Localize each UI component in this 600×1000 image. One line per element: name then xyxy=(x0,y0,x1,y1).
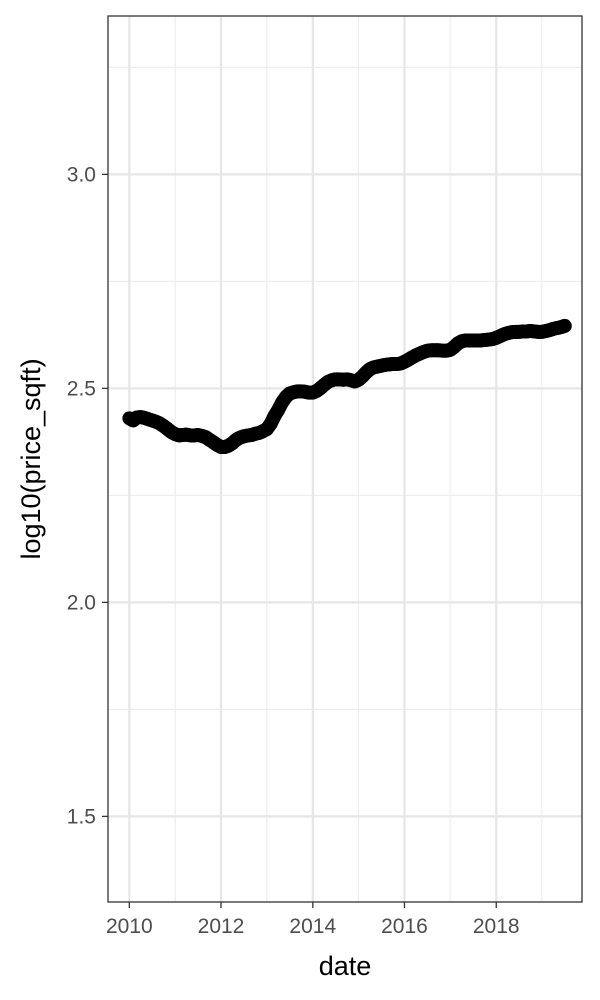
x-tick-label: 2010 xyxy=(106,915,153,938)
y-tick-label: 2.5 xyxy=(67,377,96,400)
y-tick-label: 3.0 xyxy=(67,163,96,186)
data-point xyxy=(557,318,572,333)
major-gridlines-y xyxy=(108,173,582,818)
y-axis-ticks: 1.5 2.0 2.5 3.0 xyxy=(67,163,108,828)
x-axis-ticks: 2010 2012 2014 2016 2018 xyxy=(106,902,520,938)
y-tick-label: 2.0 xyxy=(67,591,96,614)
minor-gridlines-x xyxy=(174,16,543,902)
x-axis-title: date xyxy=(319,951,372,981)
x-tick-label: 2016 xyxy=(381,915,428,938)
minor-gridlines-y xyxy=(108,66,582,710)
data-points xyxy=(122,318,572,455)
x-tick-label: 2014 xyxy=(289,915,336,938)
plot-panel-border xyxy=(107,15,583,903)
x-tick-label: 2012 xyxy=(198,915,245,938)
x-tick-label: 2018 xyxy=(473,915,520,938)
major-gridlines-x xyxy=(128,16,498,902)
y-tick-label: 1.5 xyxy=(67,805,96,828)
y-axis-title: log10(price_sqft) xyxy=(16,358,46,559)
